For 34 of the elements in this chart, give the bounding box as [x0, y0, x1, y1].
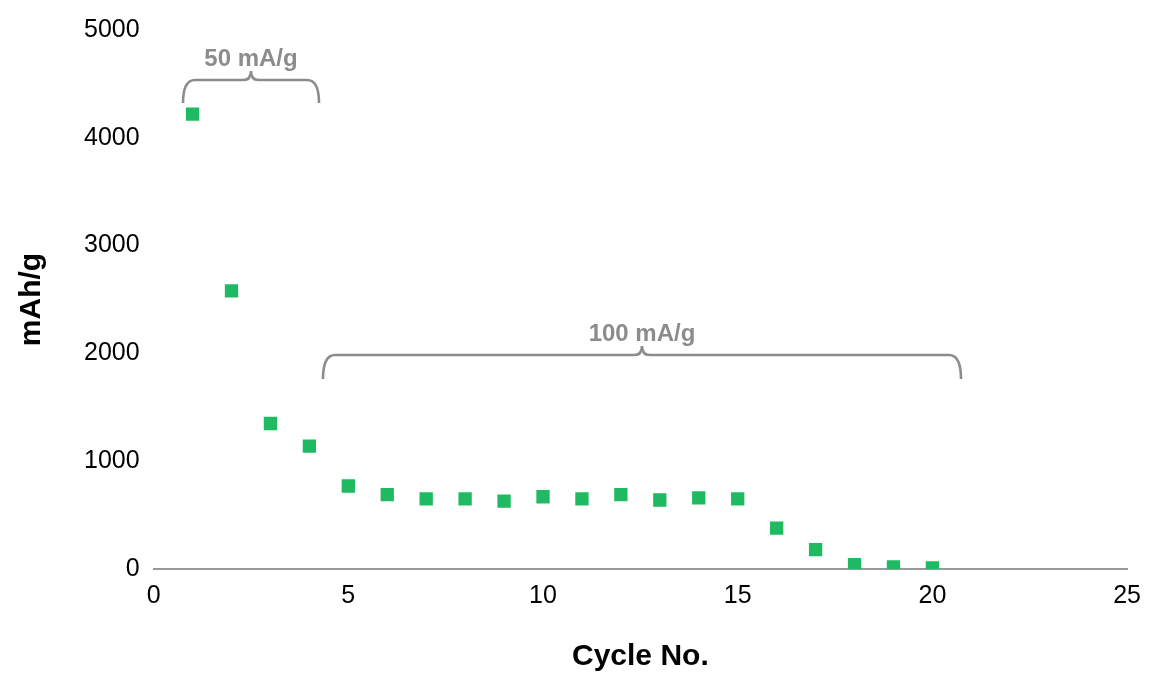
y-tick-label: 3000 — [83, 229, 140, 258]
point — [263, 416, 278, 431]
y-tick-label: 0 — [125, 552, 140, 581]
point — [185, 107, 200, 121]
x-tick-label: 5 — [341, 579, 356, 608]
point — [419, 492, 433, 506]
point — [224, 284, 239, 298]
annotation: 50 mA/g — [204, 44, 298, 71]
point — [380, 487, 394, 502]
point — [692, 491, 706, 505]
y-tick-label: 2000 — [83, 337, 140, 366]
point — [302, 439, 317, 453]
x-tick-label: 20 — [918, 579, 947, 608]
point — [847, 558, 862, 569]
point — [497, 494, 511, 508]
y-tick-label: 4000 — [83, 121, 140, 150]
point — [458, 492, 472, 506]
x-tick-label: 10 — [529, 579, 557, 608]
x-axis-title: Cycle No. — [572, 638, 709, 672]
point — [769, 521, 784, 535]
point — [614, 487, 628, 502]
point — [536, 490, 550, 504]
point — [341, 479, 355, 493]
point — [653, 493, 667, 507]
y-tick-label: 1000 — [83, 445, 140, 474]
annotation: 100 mA/g — [588, 319, 696, 346]
x-tick-label: 15 — [723, 579, 752, 608]
point — [808, 542, 823, 557]
x-tick-label: 25 — [1113, 579, 1141, 608]
point — [731, 492, 745, 506]
y-tick-label: 5000 — [83, 13, 140, 42]
y-axis-title: mAh/g — [13, 252, 47, 347]
x-tick-label: 0 — [146, 579, 161, 608]
point — [575, 492, 589, 506]
